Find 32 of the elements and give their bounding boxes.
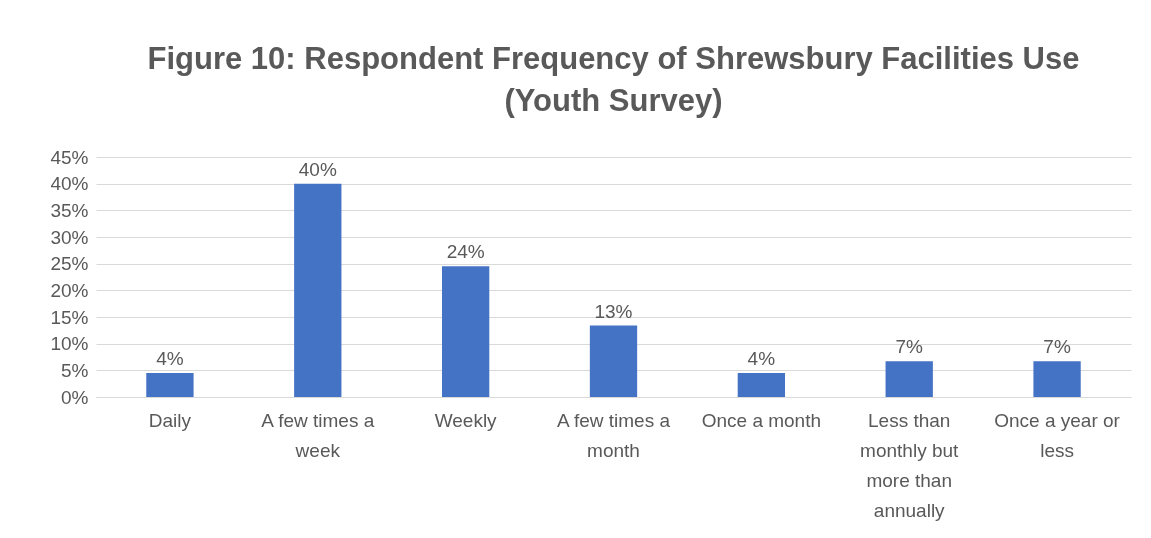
data-label: 7% [895, 336, 924, 358]
bar [294, 183, 342, 397]
data-label: 4% [156, 348, 184, 369]
chart-title: Figure 10: Respondent Frequency of Shrewsbury Facilities Use (Youth Survey) [147, 41, 1080, 118]
y-tick-label: 0% [61, 386, 89, 408]
x-tick-label: Once a month [701, 409, 822, 431]
bar [1033, 361, 1081, 397]
x-tick-label: Once a year or less [994, 409, 1121, 461]
y-tick-label: 20% [50, 279, 89, 301]
bar [589, 325, 638, 397]
x-tick-label: Daily [148, 409, 192, 431]
bar [737, 373, 786, 397]
y-tick-label: 10% [50, 333, 89, 355]
y-tick-label: 15% [50, 306, 89, 328]
y-tick-label: 25% [50, 253, 89, 275]
y-tick-label: 5% [61, 359, 89, 381]
x-tick-label: Less than monthly but more than annually [860, 409, 960, 521]
bar [885, 361, 933, 397]
y-tick-label: 30% [50, 226, 89, 248]
x-tick-label: A few times a month [557, 409, 671, 461]
y-tick-label: 40% [50, 173, 89, 195]
data-label: 7% [1043, 336, 1071, 358]
bar [441, 266, 490, 397]
x-tick-label: Weekly [434, 409, 498, 431]
x-tick-label: A few times a week [261, 409, 375, 461]
data-label: 4% [747, 348, 776, 369]
y-tick-label: 35% [50, 199, 89, 221]
data-label: 40% [298, 158, 337, 180]
data-label: 13% [594, 300, 633, 322]
data-label: 24% [446, 241, 485, 263]
bar [146, 373, 194, 397]
y-tick-label: 45% [50, 146, 89, 168]
